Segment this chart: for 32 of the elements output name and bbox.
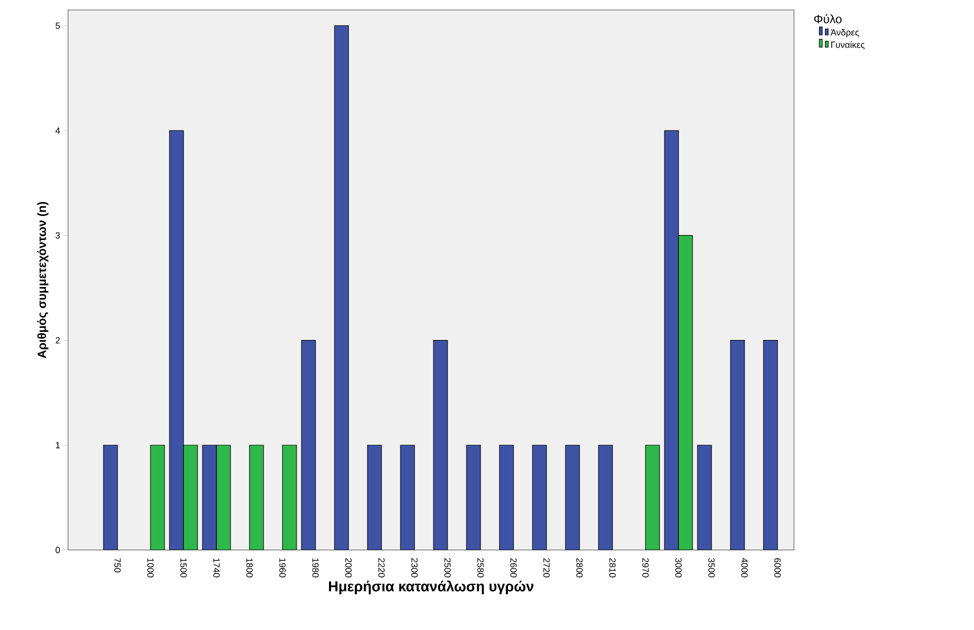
x-tick-label: 750 xyxy=(114,558,121,572)
x-tick-label: 2000 xyxy=(345,558,352,578)
y-axis-title: Αριθμός συμμετεχόντων (n) xyxy=(37,202,48,358)
y-tick-label: 5 xyxy=(56,22,60,29)
x-tick-label: 2970 xyxy=(642,558,649,578)
x-tick-label: 1740 xyxy=(213,558,220,578)
x-tick-label: 2500 xyxy=(444,558,451,578)
x-tick-label: 3500 xyxy=(708,558,715,578)
legend-label: Γυναίκες xyxy=(831,41,865,50)
x-tick-label: 2800 xyxy=(576,558,583,578)
y-tick-label: 2 xyxy=(56,337,60,344)
x-tick-label: 2810 xyxy=(609,558,616,578)
x-tick-label: 2300 xyxy=(411,558,418,578)
x-axis-title: Ημερήσια κατανάλωση υγρών xyxy=(328,580,534,594)
x-tick-label: 6000 xyxy=(774,558,781,578)
x-tick-label: 1960 xyxy=(279,558,286,578)
legend-title: Φύλο xyxy=(814,14,842,24)
x-tick-label: 1980 xyxy=(312,558,319,578)
x-tick-label: 1500 xyxy=(180,558,187,578)
y-tick-label: 4 xyxy=(55,127,60,134)
legend-label: Άνδρες xyxy=(830,28,859,38)
y-tick-label: 3 xyxy=(56,232,60,239)
x-tick-label: 2720 xyxy=(543,558,550,578)
x-tick-label: 2580 xyxy=(477,558,484,578)
x-tick-label: 2600 xyxy=(510,558,517,578)
x-tick-label: 3000 xyxy=(675,558,682,578)
y-tick-label: 1 xyxy=(56,442,60,448)
y-tick-label: 0 xyxy=(56,546,60,554)
x-tick-label: 4000 xyxy=(741,558,748,578)
x-tick-label: 1800 xyxy=(246,558,253,578)
x-tick-label: 1000 xyxy=(147,558,154,578)
x-tick-label: 2220 xyxy=(378,558,385,578)
